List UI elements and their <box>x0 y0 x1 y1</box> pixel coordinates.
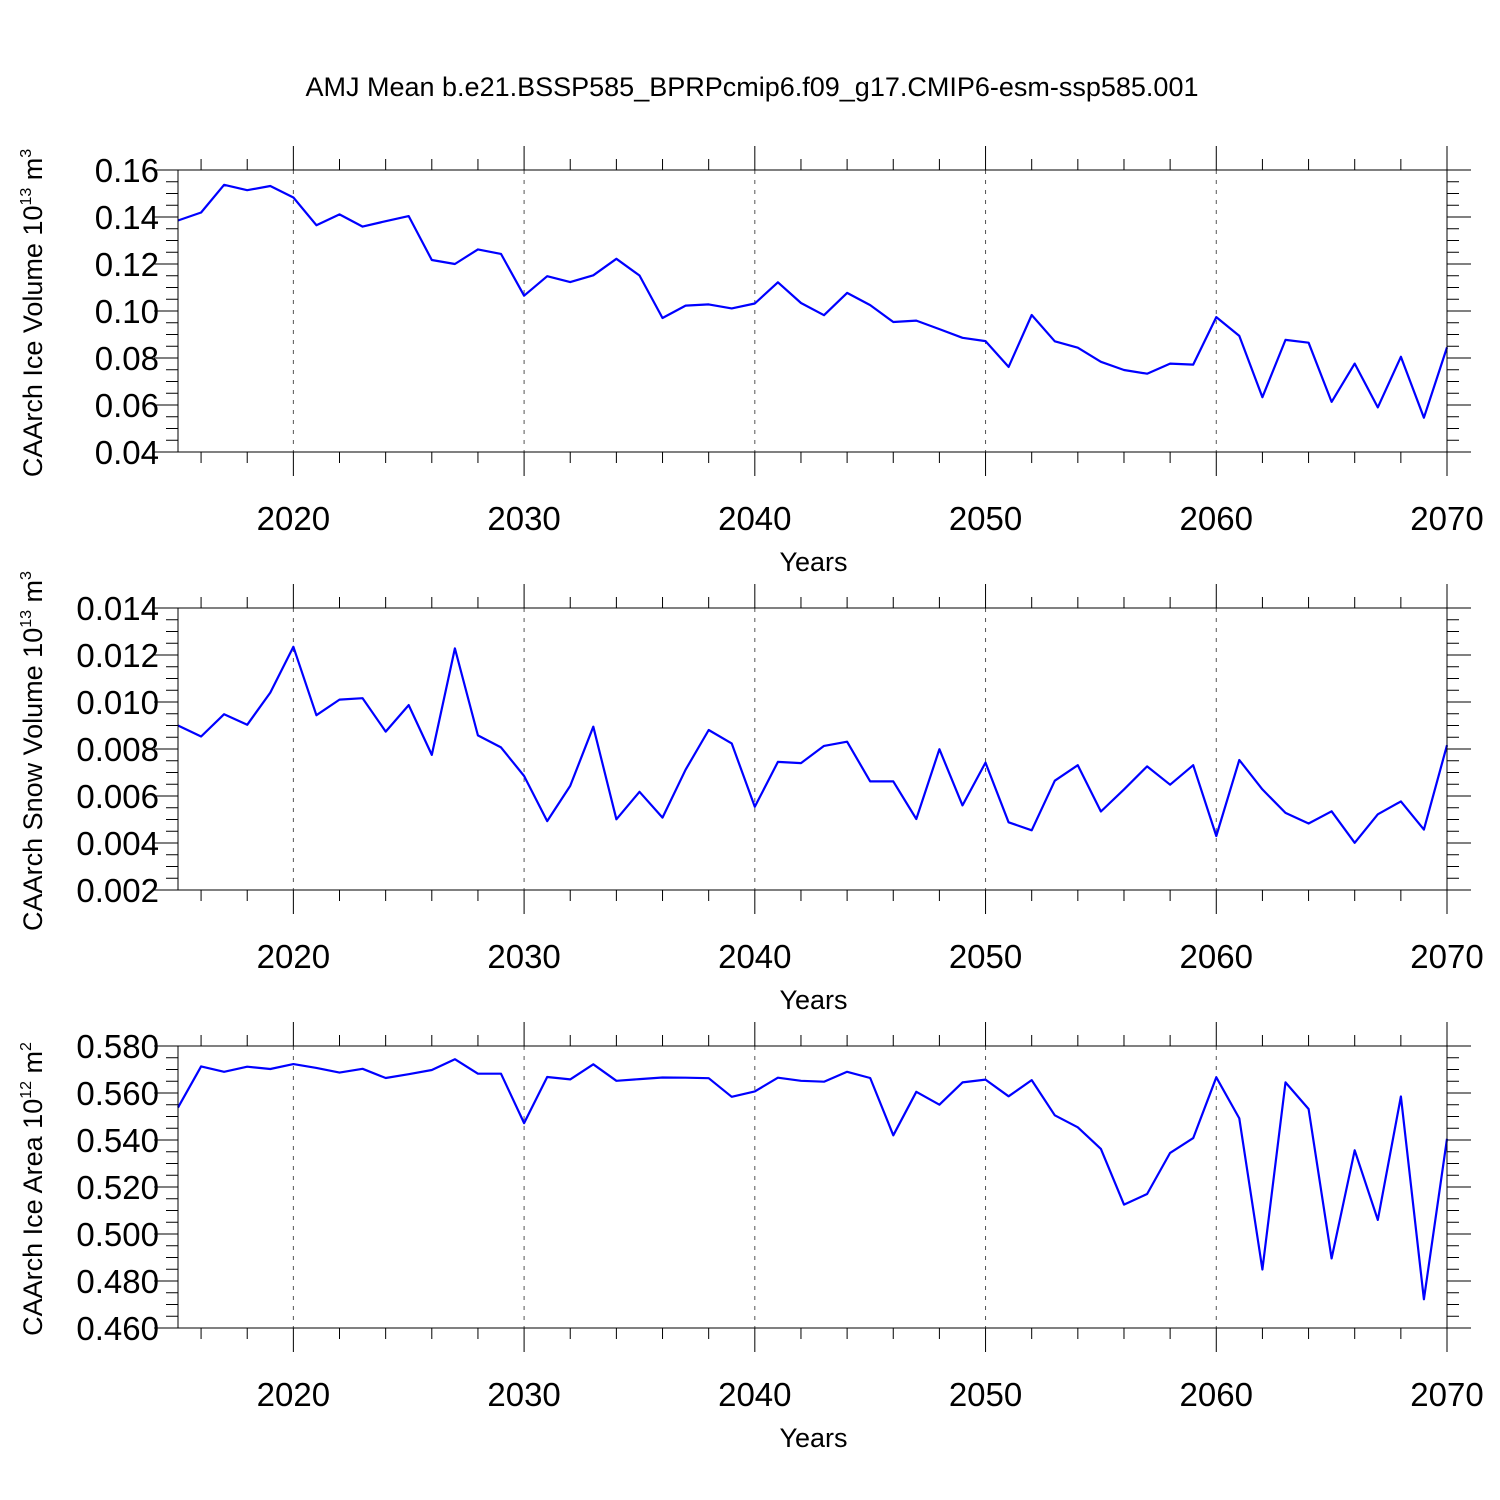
y-tick-label: 0.10 <box>95 293 159 330</box>
x-tick-label: 2060 <box>1180 1376 1253 1413</box>
x-tick-label: 2030 <box>487 500 560 537</box>
y-tick-label: 0.520 <box>76 1169 159 1206</box>
x-tick-label: 2030 <box>487 938 560 975</box>
y-tick-label: 0.014 <box>76 590 159 627</box>
y-tick-label: 0.500 <box>76 1216 159 1253</box>
y-axis-label: CAArch Snow Volume 1013 m3 <box>18 571 48 931</box>
panel-1: 2020 2030 2040 2050 2060 2070 0.04 0.06 0.08 0.10… <box>18 146 1484 577</box>
plot-frame <box>177 607 1448 891</box>
x-tick-label: 2050 <box>949 1376 1022 1413</box>
y-tick-label: 0.06 <box>95 387 159 424</box>
x-tick-label: 2040 <box>718 500 791 537</box>
y-tick-label: 0.002 <box>76 872 159 909</box>
x-tick-label: 2070 <box>1410 938 1483 975</box>
x-axis-label: Years <box>779 985 847 1015</box>
y-tick-label: 0.560 <box>76 1075 159 1112</box>
y-tick-label: 0.16 <box>95 152 159 189</box>
y-tick-label: 0.12 <box>95 246 159 283</box>
x-tick-label: 2020 <box>257 1376 330 1413</box>
plot-frame <box>177 169 1448 453</box>
panel-2: 2020 2030 2040 2050 2060 2070 0.002 0.004 0.006 0… <box>18 571 1484 1015</box>
x-tick-label: 2040 <box>718 1376 791 1413</box>
x-tick-label: 2060 <box>1180 938 1253 975</box>
y-tick-label: 0.010 <box>76 684 159 721</box>
y-tick-label: 0.004 <box>76 825 159 862</box>
y-tick-label: 0.04 <box>95 434 159 471</box>
y-tick-label: 0.460 <box>76 1310 159 1347</box>
x-tick-label: 2060 <box>1180 500 1253 537</box>
x-tick-label: 2040 <box>718 938 791 975</box>
y-tick-label: 0.14 <box>95 199 159 236</box>
figure-title: AMJ Mean b.e21.BSSP585_BPRPcmip6.f09_g17… <box>306 72 1199 102</box>
y-tick-label: 0.08 <box>95 340 159 377</box>
x-tick-label: 2070 <box>1410 1376 1483 1413</box>
y-tick-label: 0.480 <box>76 1263 159 1300</box>
panels-container: 2020 2030 2040 2050 2060 2070 0.04 0.06 0.08 0.10… <box>18 146 1484 1453</box>
x-tick-label: 2030 <box>487 1376 560 1413</box>
y-axis-label: CAArch Ice Area 1012 m2 <box>18 1042 48 1336</box>
y-tick-label: 0.012 <box>76 637 159 674</box>
y-tick-label: 0.540 <box>76 1122 159 1159</box>
y-tick-label: 0.580 <box>76 1028 159 1065</box>
series-line <box>177 645 1449 844</box>
x-tick-label: 2050 <box>949 500 1022 537</box>
x-tick-label: 2020 <box>257 500 330 537</box>
x-axis-label: Years <box>779 1423 847 1453</box>
x-tick-label: 2050 <box>949 938 1022 975</box>
x-tick-label: 2070 <box>1410 500 1483 537</box>
y-tick-label: 0.006 <box>76 778 159 815</box>
y-tick-label: 0.008 <box>76 731 159 768</box>
x-tick-label: 2020 <box>257 938 330 975</box>
series-line <box>177 183 1449 419</box>
plot-frame <box>177 1045 1448 1329</box>
series-line <box>177 1058 1449 1301</box>
x-axis-label: Years <box>779 547 847 577</box>
y-axis-label: CAArch Ice Volume 1013 m3 <box>18 149 48 477</box>
panel-3: 2020 2030 2040 2050 2060 2070 0.460 0.480 0.500 0… <box>18 1022 1484 1453</box>
